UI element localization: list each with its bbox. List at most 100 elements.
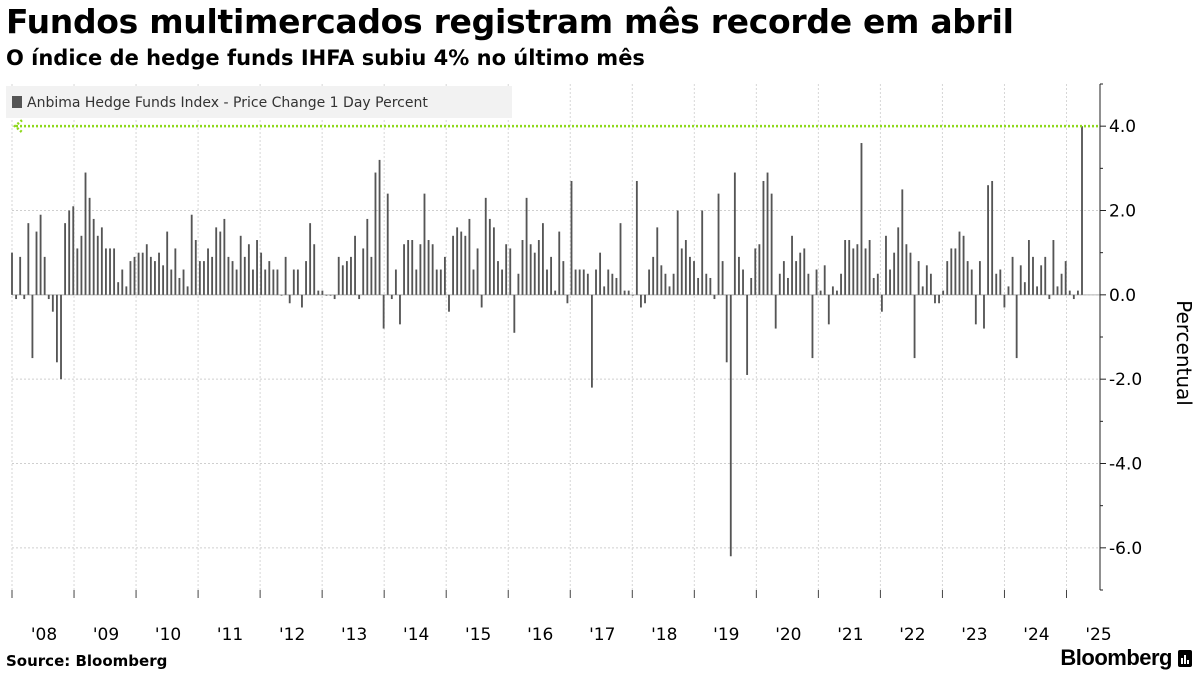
x-tick-label: '19 [713,625,739,645]
x-tick-label: '11 [217,625,243,645]
x-tick-label: '10 [155,625,181,645]
bar [334,295,336,299]
bar [105,248,107,294]
bar [571,181,573,295]
bar [983,295,985,329]
bar [232,261,234,295]
bar [358,295,360,299]
bar [1012,257,1014,295]
bar [11,253,13,295]
bar [628,291,630,295]
bar [313,244,315,295]
bar [967,261,969,295]
bar [1077,291,1079,295]
bar [81,236,83,295]
y-tick-label: -2.0 [1109,370,1142,390]
bar [546,270,548,295]
bar [1032,257,1034,295]
bar [779,274,781,295]
bar [763,181,765,295]
bar [522,240,524,295]
bar [709,278,711,295]
bar [954,248,956,294]
bar [1057,286,1059,294]
bar [632,295,634,296]
bar [248,244,250,295]
bar [72,206,74,295]
bar [1048,295,1050,299]
bar [138,253,140,295]
reference-line [15,120,1100,132]
bar [1061,274,1063,295]
bar [1073,295,1075,299]
bar [685,240,687,295]
bar [285,257,287,295]
bar [424,194,426,295]
bar [109,248,111,294]
x-tick-label: '21 [837,625,863,645]
bar [714,295,716,299]
y-tick-label: 0.0 [1109,286,1136,306]
bar [309,223,311,295]
bar [399,295,401,325]
bar [183,270,185,295]
x-tick-label: '18 [651,625,677,645]
bar [60,295,62,379]
bar [938,295,940,303]
bar [162,265,164,295]
bar-series [11,126,1083,556]
bar [893,253,895,295]
bar [681,248,683,294]
bar [68,211,70,295]
y-tick-label: 2.0 [1109,202,1136,222]
bar [783,261,785,295]
bar [603,286,605,294]
bar [607,270,609,295]
bar [428,240,430,295]
bar [330,295,332,296]
bar [930,274,932,295]
bar [93,219,95,295]
bar [530,244,532,295]
bar [448,295,450,312]
bar [946,261,948,295]
bar [130,261,132,295]
bar [901,189,903,294]
bar [215,227,217,294]
bar [754,248,756,294]
bar [407,240,409,295]
bar [272,270,274,295]
bar [848,240,850,295]
bar [1028,240,1030,295]
bar [599,253,601,295]
bar [501,270,503,295]
bar [963,236,965,295]
bar [277,270,279,295]
bar [113,248,115,294]
bar [481,295,483,308]
bar [926,265,928,295]
bar [191,215,193,295]
bar [36,232,38,295]
bar [27,223,29,295]
x-tick-label: '09 [93,625,119,645]
bar [979,261,981,295]
bar [636,181,638,295]
bar [652,257,654,295]
y-tick-label: -6.0 [1109,539,1142,559]
bar [705,274,707,295]
bar [297,270,299,295]
x-tick-label: '24 [1023,625,1049,645]
bar [509,248,511,294]
bar [121,270,123,295]
bar [1081,126,1083,295]
bar [493,227,495,294]
bar [40,215,42,295]
bar [211,257,213,295]
bar [832,286,834,294]
x-tick-label: '16 [527,625,553,645]
bar [48,295,50,299]
bar [199,261,201,295]
bar [995,274,997,295]
